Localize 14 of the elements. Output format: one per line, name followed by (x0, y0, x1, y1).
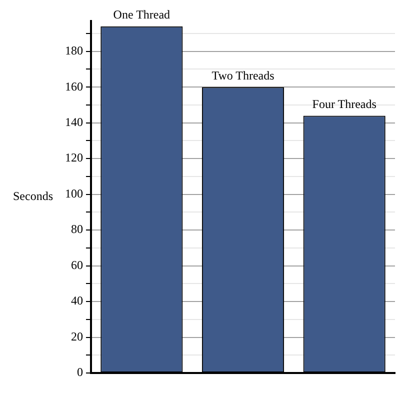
y-tick-label: 40 (71, 294, 83, 308)
y-axis-title: Seconds (13, 189, 54, 204)
y-tick-label: 0 (77, 365, 83, 380)
x-tick-label: Two Threads (212, 68, 275, 82)
y-tick-label: 20 (71, 329, 83, 344)
y-tick-label: 140 (65, 115, 83, 130)
x-tick-label: Four Threads (312, 96, 377, 111)
x-tick-label: One Thread (113, 8, 170, 22)
y-tick-label: 120 (65, 150, 83, 165)
y-tick-label: 60 (71, 258, 83, 272)
y-tick-label: 100 (65, 186, 83, 200)
y-tick-label: 160 (65, 79, 83, 94)
y-tick-label: 180 (65, 44, 83, 58)
y-tick-label: 80 (71, 222, 83, 236)
